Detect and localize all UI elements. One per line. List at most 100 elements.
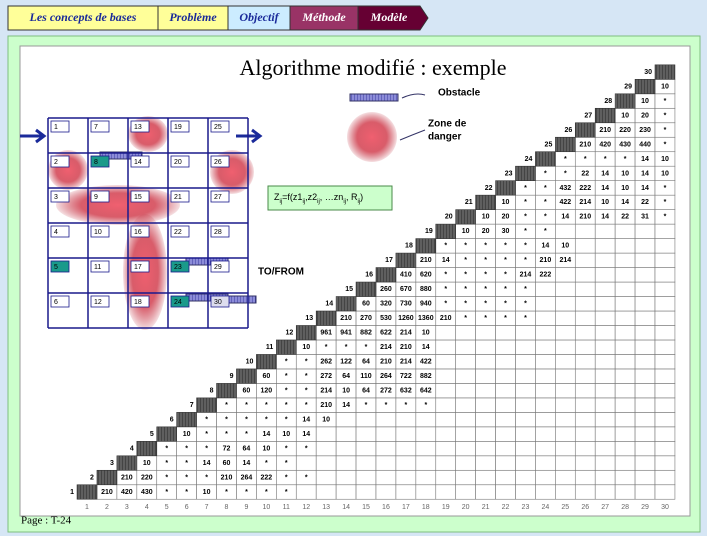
diagonal-cell <box>574 122 596 138</box>
matrix-cell <box>475 368 496 384</box>
matrix-value: 120 <box>261 387 273 394</box>
matrix-cell <box>395 426 417 442</box>
cell-label: 23 <box>174 264 182 271</box>
matrix-value: * <box>524 301 527 308</box>
matrix-value: 222 <box>579 185 591 192</box>
matrix-cell <box>574 426 596 442</box>
matrix-value: * <box>405 402 408 409</box>
matrix-value: * <box>305 359 308 366</box>
diagonal-cell <box>515 165 536 181</box>
matrix-cell <box>495 412 516 428</box>
matrix-cell <box>535 281 556 297</box>
matrix-cell <box>634 368 656 384</box>
row-label: 9 <box>230 373 234 380</box>
matrix-value: * <box>165 460 168 467</box>
matrix-value: 214 <box>520 272 532 279</box>
cell-label: 18 <box>134 299 142 306</box>
matrix-value: 420 <box>599 141 611 148</box>
matrix-cell <box>355 441 377 457</box>
matrix-cell <box>495 397 516 413</box>
tab-label[interactable]: Les concepts de bases <box>29 10 137 24</box>
tab[interactable] <box>7 5 159 31</box>
matrix-value: * <box>265 416 268 423</box>
row-label: 5 <box>150 431 154 438</box>
matrix-cell <box>515 354 536 370</box>
cell-label: 2 <box>54 159 58 166</box>
matrix-value: * <box>544 170 547 177</box>
matrix-cell <box>555 455 576 471</box>
cell-label-box <box>90 260 110 273</box>
tab[interactable] <box>289 5 359 31</box>
matrix-cell <box>515 339 536 355</box>
cell-label: 12 <box>94 299 102 306</box>
matrix-cell <box>594 339 616 355</box>
matrix-cell <box>574 281 596 297</box>
diagonal-cell <box>654 64 676 80</box>
matrix-value: 210 <box>540 257 552 264</box>
matrix-value: 14 <box>601 170 609 177</box>
matrix-value: 60 <box>243 387 251 394</box>
matrix-value: * <box>285 445 288 452</box>
tab-label[interactable]: Problème <box>169 10 217 24</box>
tab-label[interactable]: Méthode <box>301 10 346 24</box>
matrix-value: * <box>444 286 447 293</box>
cell-label: 29 <box>214 264 222 271</box>
matrix-cell <box>594 354 616 370</box>
cell-label-box <box>130 260 150 273</box>
matrix-cell <box>455 397 476 413</box>
matrix-cell <box>495 469 516 486</box>
cell-label-box <box>90 225 110 238</box>
matrix-value: * <box>484 257 487 264</box>
matrix-cell <box>555 368 576 384</box>
diagonal-cell <box>455 209 476 225</box>
tab[interactable] <box>357 5 429 31</box>
matrix-value: 10 <box>302 344 310 351</box>
matrix-cell <box>614 426 636 442</box>
column-label: 22 <box>502 504 510 511</box>
matrix-value: 961 <box>320 330 332 337</box>
matrix-value: 622 <box>380 330 392 337</box>
matrix-cell <box>455 339 476 355</box>
cell-label-box <box>130 295 150 308</box>
matrix-value: 210 <box>599 127 611 134</box>
matrix-cell <box>634 281 656 297</box>
matrix-value: * <box>524 286 527 293</box>
matrix-value: * <box>285 387 288 394</box>
matrix-value: * <box>245 416 248 423</box>
matrix-value: 10 <box>322 416 330 423</box>
matrix-cell <box>495 426 516 442</box>
diagonal-cell <box>375 267 397 283</box>
tab[interactable] <box>227 5 291 31</box>
matrix-value: * <box>365 402 368 409</box>
cell-label: 24 <box>174 299 182 306</box>
column-label: 20 <box>462 504 470 511</box>
matrix-cell <box>614 368 636 384</box>
tab-label[interactable]: Modèle <box>370 10 408 24</box>
matrix-cell <box>435 441 457 457</box>
matrix-value: 410 <box>400 272 412 279</box>
cell-label-box <box>50 225 70 238</box>
matrix-value: * <box>205 445 208 452</box>
matrix-cell <box>395 441 417 457</box>
matrix-value: 14 <box>422 344 430 351</box>
matrix-value: * <box>165 474 168 481</box>
column-label: 2 <box>105 504 109 511</box>
matrix-value: 10 <box>561 243 569 250</box>
cell-label: 7 <box>94 124 98 131</box>
matrix-cell <box>574 412 596 428</box>
matrix-cell <box>395 484 417 500</box>
column-label: 19 <box>442 504 450 511</box>
matrix-cell <box>614 252 636 268</box>
matrix-cell <box>475 469 496 486</box>
matrix-cell <box>495 325 516 341</box>
cell-label-box <box>90 120 110 133</box>
matrix-cell <box>574 469 596 486</box>
diagonal-cell <box>156 426 177 442</box>
matrix-value: 14 <box>641 185 649 192</box>
tab-label[interactable]: Objectif <box>239 10 279 24</box>
matrix-value: * <box>504 286 507 293</box>
diagonal-cell <box>116 455 138 471</box>
matrix-cell <box>574 267 596 283</box>
matrix-cell <box>555 354 576 370</box>
tab[interactable] <box>157 5 229 31</box>
